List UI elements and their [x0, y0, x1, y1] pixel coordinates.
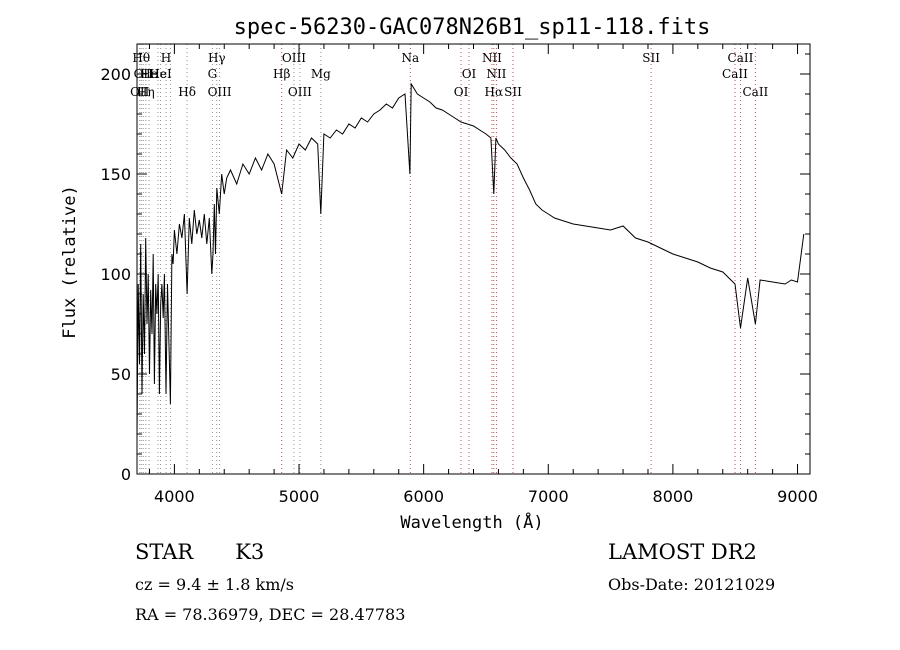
line-marker-label: Mg	[311, 67, 331, 81]
y-tick-label: 200	[100, 65, 131, 84]
line-marker-label: H	[161, 51, 171, 65]
line-marker-label: SII	[642, 51, 660, 65]
line-marker-label: CaII	[722, 67, 748, 81]
line-marker-label: OIII	[208, 85, 232, 99]
observation-date: Obs-Date: 20121029	[608, 575, 776, 594]
y-tick-label: 0	[121, 465, 131, 484]
y-axis-label: Flux (relative)	[60, 185, 80, 339]
line-marker-label: Hα	[485, 85, 504, 99]
line-marker-label: NII	[486, 67, 506, 81]
x-tick-label: 8000	[653, 487, 694, 506]
line-marker-label: OII	[130, 85, 150, 99]
y-tick-label: 100	[100, 265, 131, 284]
chart-title: spec-56230-GAC078N26B1_sp11-118.fits	[234, 15, 711, 40]
x-tick-label: 7000	[528, 487, 569, 506]
line-marker-label: G	[208, 67, 218, 81]
line-marker-label: HeI	[149, 67, 172, 81]
line-marker-label: OIII	[288, 85, 312, 99]
line-marker-label: OI	[462, 67, 477, 81]
y-tick-label: 150	[100, 165, 131, 184]
x-tick-label: 9000	[777, 487, 818, 506]
line-marker-label: Hγ	[208, 51, 226, 65]
line-marker-label: He	[149, 67, 167, 81]
x-tick-label: 5000	[279, 487, 320, 506]
ra-dec-coordinates: RA = 78.36979, DEC = 28.47783	[135, 605, 406, 624]
x-axis-label: Wavelength (Å)	[400, 511, 543, 533]
line-labels-layer: OIIHθOIIHηHeHeHeIHHδGHγOIIIHβOIIIOIIIMgN…	[130, 51, 768, 99]
line-marker-label: CaII	[728, 51, 754, 65]
spectrum-series-line	[136, 82, 805, 439]
line-marker-label: Hθ	[132, 51, 150, 65]
line-marker-label: Na	[401, 51, 419, 65]
line-marker-label: Hδ	[178, 85, 196, 99]
line-marker-label: NII	[482, 51, 502, 65]
emission-lines-layer	[139, 44, 756, 474]
object-class: STAR	[135, 540, 194, 564]
x-tick-label: 6000	[403, 487, 444, 506]
object-classification: STAR K3	[135, 540, 264, 564]
x-tick-label: 4000	[154, 487, 195, 506]
y-tick-label: 50	[111, 365, 131, 384]
line-marker-label: CaII	[742, 85, 768, 99]
plot-frame	[136, 43, 811, 475]
line-marker-label: Hη	[137, 85, 155, 99]
object-subclass: K3	[235, 540, 265, 564]
line-marker-label: Hβ	[273, 67, 290, 81]
redshift-velocity: cz = 9.4 ± 1.8 km/s	[135, 575, 294, 594]
line-marker-label: He	[140, 67, 158, 81]
survey-name: LAMOST DR2	[608, 540, 757, 564]
line-marker-label: OIII	[282, 51, 306, 65]
line-marker-label: OI	[454, 85, 469, 99]
line-marker-label: SII	[504, 85, 522, 99]
axis-ticks-layer: 4000 5000 6000 7000 8000 9000 0 50 100 150 200	[100, 44, 818, 506]
